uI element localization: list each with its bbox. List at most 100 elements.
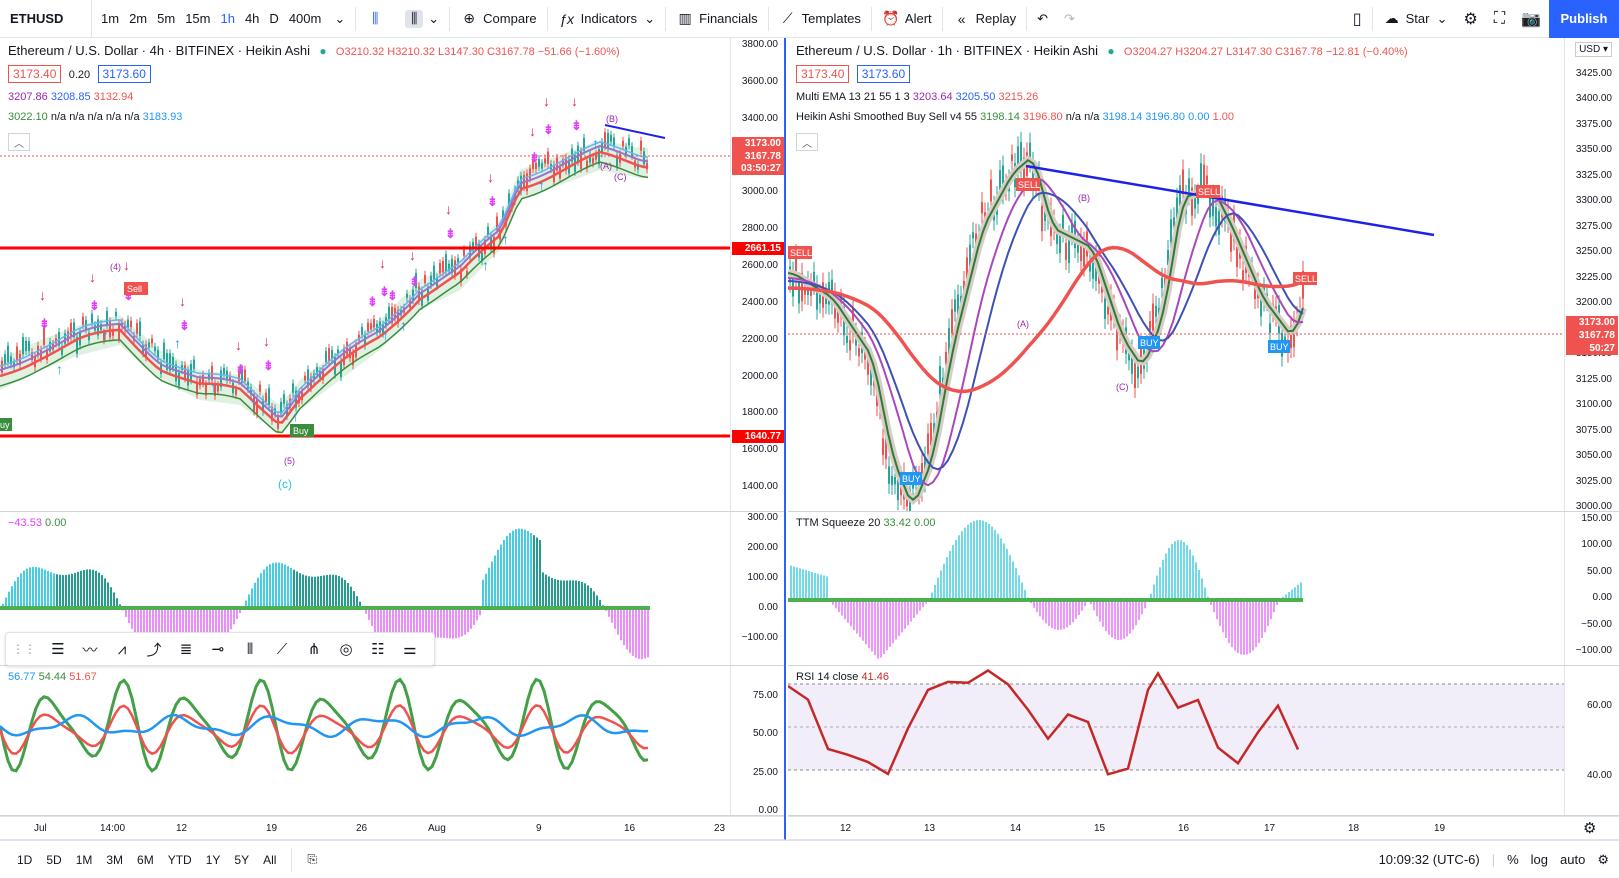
right-collapse-legend-button[interactable]: ︿	[796, 133, 818, 151]
magenta-marker-icon: ⇟	[387, 288, 398, 303]
financials-button[interactable]: ▥ Financials	[668, 0, 766, 38]
left-rsi-plot[interactable]	[0, 666, 730, 816]
range-all[interactable]: All	[263, 852, 277, 867]
histogram-bar	[206, 608, 208, 644]
candle-body	[346, 341, 348, 355]
left-price-pane[interactable]: ↓ ↓ ↓ ↓ ↓ ↓ ↓ ↓ ↓ ↓ ↓ ↓ ↓ ⇟ ⇟ ⇟ ⇟ ⇟ ⇟ ⇟ ⇟ ⇟ ⇟ ⇟ ⇟ ⇟ ⇟ ⇟ ↑ ↑ ↑ ↑ ↑ ↑ ↑ ↑ ↑ ↑ ↑ ↑…	[0, 38, 784, 512]
range-5y[interactable]: 5Y	[234, 852, 250, 867]
right-time-axis[interactable]: 12 13 14 15 16 17 18 19	[788, 816, 1619, 840]
channel-tool[interactable]: ≣	[170, 636, 202, 662]
settings-button[interactable]: ⚙	[1456, 0, 1486, 38]
goto-date-button[interactable]: ⎘	[300, 852, 324, 867]
range-1d[interactable]: 1D	[17, 852, 33, 867]
interval-2m[interactable]: 2m	[129, 11, 148, 26]
right-price-axis[interactable]: 3425.00 3400.00 3375.00 3350.00 3325.00 3300.…	[1564, 38, 1618, 511]
range-ytd[interactable]: YTD	[167, 852, 192, 867]
right-ttm-plot[interactable]	[788, 512, 1564, 666]
candle-body	[67, 331, 69, 342]
left-time-axis[interactable]: Jul 14:00 12 19 26 Aug 9 16 23	[0, 816, 784, 840]
candle-body	[7, 345, 9, 363]
right-ask[interactable]: 3173.60	[856, 65, 911, 83]
right-ha-v5: 3198.14	[1102, 111, 1143, 123]
pitchfork-tool[interactable]: ⋔	[298, 636, 330, 662]
fib-retracement-tool[interactable]: ☷	[362, 636, 394, 662]
elliott-wave-tool[interactable]: 〰	[74, 636, 106, 662]
candle-body	[622, 140, 624, 147]
range-5d[interactable]: 5D	[46, 852, 62, 867]
left-oscillator-plot[interactable]	[0, 512, 730, 666]
clock-time[interactable]: 10:09:32 (UTC-6)	[1378, 852, 1480, 867]
settings-lines-tool[interactable]: ⚌	[394, 636, 426, 662]
undo-button[interactable]: ↶	[1029, 0, 1056, 38]
left-ask[interactable]: 3173.60	[97, 65, 151, 83]
horizontal-ray-tool[interactable]: ⊸	[202, 636, 234, 662]
interval-dropdown[interactable]: ⌄	[334, 10, 346, 26]
time-tick-label: 14:00	[100, 823, 126, 834]
left-price-plot[interactable]: ↓↓↓↓↓ ↓↓ ↓↓↓↓↓ ↓⇟⇟⇟⇟⇟ ⇟⇟⇟⇟⇟⇟⇟⇟⇟ ⇟↑↑ ↑↑↑↑↑↑↑↑↑↑…	[0, 38, 730, 512]
right-rsi-plot[interactable]	[788, 666, 1564, 816]
right-bid[interactable]: 3173.40	[796, 65, 850, 83]
right-rsi-pane[interactable]: 60.00 40.00 RSI 14 close 41.46	[788, 666, 1619, 816]
symbol-search[interactable]: ETHUSD	[0, 0, 92, 38]
right-chart[interactable]: SELL SELL SELL SELL BUY BUY BUY (A) (B) (C) 3425.…	[788, 38, 1619, 840]
fullscreen-button[interactable]: ⛶	[1486, 0, 1513, 38]
settings-lines-icon: ⚌	[403, 641, 417, 658]
left-rsi-pane[interactable]: 75.00 50.00 25.00 0.00 56.77 54.44 51.67	[0, 666, 784, 816]
log-toggle[interactable]: log	[1530, 852, 1549, 867]
redo-button[interactable]: ↷	[1056, 0, 1083, 38]
left-price-axis[interactable]: 3800.003600.003400.003200.003000.002800.…	[730, 38, 784, 511]
fib-circle-tool[interactable]: ◎	[330, 636, 362, 662]
histogram-bar	[1228, 600, 1230, 644]
abc-wave-tool[interactable]: ⩘	[106, 636, 138, 662]
range-1y[interactable]: 1Y	[205, 852, 221, 867]
candle-body	[592, 158, 594, 164]
templates-button[interactable]: ⟋ Templates	[771, 0, 869, 38]
left-rsi-axis[interactable]: 75.00 50.00 25.00 0.00	[730, 666, 784, 815]
vertical-lines-tool[interactable]: ⦀	[234, 636, 266, 662]
axis-tick-label: 3200.00	[1575, 297, 1612, 309]
right-price-pane[interactable]: SELL SELL SELL SELL BUY BUY BUY (A) (B) (C) 3425.…	[788, 38, 1619, 512]
axis-tick-label: 3600.00	[741, 75, 778, 87]
publish-button[interactable]: Publish	[1549, 0, 1619, 38]
indicators-button[interactable]: ƒx Indicators ⌄	[559, 10, 656, 27]
path-tool[interactable]: ⤴	[138, 636, 170, 662]
right-rsi-axis[interactable]: 60.00 40.00	[1564, 666, 1618, 815]
percent-toggle[interactable]: %	[1507, 852, 1519, 867]
interval-1m[interactable]: 1m	[101, 11, 120, 26]
currency-selector[interactable]: USD ▾	[1575, 42, 1612, 57]
layout-button[interactable]: ▯	[1345, 0, 1370, 38]
interval-1h[interactable]: 1h	[220, 11, 235, 26]
interval-4h[interactable]: 4h	[244, 11, 260, 26]
snapshot-button[interactable]: 📷	[1513, 0, 1549, 38]
save-layout-button[interactable]: ☁ Star ⌄	[1384, 10, 1448, 26]
candle-body	[316, 366, 318, 375]
bar-style-button[interactable]: ⫼	[358, 0, 397, 38]
range-1m[interactable]: 1M	[75, 852, 93, 867]
alert-button[interactable]: ⏰ Alert	[874, 0, 940, 38]
compare-button[interactable]: ⊕ Compare	[452, 0, 544, 38]
auto-toggle[interactable]: auto	[1560, 852, 1586, 867]
left-collapse-legend-button[interactable]: ︿	[8, 133, 30, 151]
interval-400m[interactable]: 400m	[288, 11, 322, 26]
gear-icon[interactable]: ⚙	[1597, 851, 1609, 867]
heikin-ashi-button[interactable]: ⫼ ⌄	[397, 0, 447, 38]
histogram-bar	[56, 574, 58, 608]
left-bid[interactable]: 3173.40	[8, 65, 62, 83]
drag-handle-icon[interactable]: ⋮⋮	[12, 642, 36, 656]
left-osc-axis[interactable]: 300.00 200.00 100.00 0.00 −100.00	[730, 512, 784, 665]
candle-body	[424, 274, 426, 284]
replay-button[interactable]: « Replay	[945, 0, 1024, 38]
range-3m[interactable]: 3M	[106, 852, 124, 867]
interval-15m[interactable]: 15m	[185, 11, 211, 26]
axis-tick-label: 3800.00	[741, 39, 778, 50]
right-ttm-pane[interactable]: 150.00 100.00 50.00 0.00 −50.00 −100.00 TTM S…	[788, 512, 1619, 666]
right-price-plot[interactable]: SELL SELL SELL SELL BUY BUY BUY (A) (B) (C)	[788, 38, 1564, 512]
range-6m[interactable]: 6M	[137, 852, 154, 867]
interval-5m[interactable]: 5m	[157, 11, 176, 26]
axis-settings-button[interactable]: ⚙	[1583, 819, 1596, 837]
horizontal-lines-tool[interactable]: ☰	[42, 636, 74, 662]
interval-D[interactable]: D	[269, 11, 279, 26]
left-chart[interactable]: ↓ ↓ ↓ ↓ ↓ ↓ ↓ ↓ ↓ ↓ ↓ ↓ ↓ ⇟ ⇟ ⇟ ⇟ ⇟ ⇟ ⇟ ⇟ ⇟ ⇟ ⇟ ⇟ ⇟ ⇟ ⇟ ↑ ↑ ↑ ↑ ↑ ↑ ↑ ↑ ↑ ↑ ↑ ↑…	[0, 38, 786, 840]
trend-line-tool[interactable]: ⟋	[266, 636, 298, 662]
right-ttm-axis[interactable]: 150.00 100.00 50.00 0.00 −50.00 −100.00	[1564, 512, 1618, 665]
